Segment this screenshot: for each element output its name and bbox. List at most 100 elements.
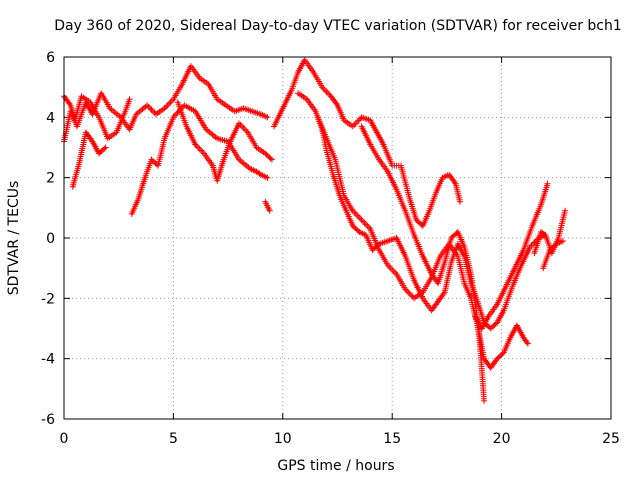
data-point: [338, 195, 341, 197]
x-tick-label: 15: [383, 431, 401, 447]
data-point: [172, 98, 175, 100]
data-point: [198, 77, 201, 79]
data-point: [360, 219, 363, 221]
series-track-3: [69, 129, 109, 190]
data-point: [194, 110, 197, 113]
data-point: [266, 116, 269, 119]
data-point: [520, 264, 523, 266]
series-track-4: [128, 102, 271, 217]
data-point: [177, 101, 179, 104]
data-point: [78, 161, 81, 164]
data-point: [544, 234, 547, 236]
data-point: [343, 119, 345, 122]
data-point: [415, 219, 418, 221]
data-point: [439, 255, 442, 257]
y-axis-label: SDTVAR / TECUs: [6, 181, 22, 296]
data-point: [155, 113, 157, 116]
data-point: [457, 255, 459, 257]
data-point: [489, 327, 492, 330]
data-point: [450, 237, 453, 239]
data-point: [457, 243, 459, 245]
y-tick-label: 4: [46, 110, 55, 126]
data-point: [470, 273, 472, 276]
data-point: [183, 104, 186, 107]
data-point: [249, 167, 251, 170]
data-point: [229, 140, 232, 143]
data-point: [146, 104, 148, 107]
data-point: [264, 201, 267, 203]
data-point: [251, 110, 253, 113]
data-point: [387, 240, 389, 242]
data-point: [505, 285, 507, 288]
data-point: [474, 315, 477, 318]
data-point: [422, 225, 424, 227]
data-point: [212, 164, 214, 167]
data-point: [91, 140, 94, 143]
data-point: [360, 125, 363, 128]
data-point: [422, 291, 424, 294]
data-point: [242, 107, 245, 110]
data-point: [91, 113, 94, 116]
data-point: [321, 86, 324, 88]
series-track-5: [174, 99, 275, 184]
data-point: [463, 282, 466, 285]
data-point: [255, 146, 258, 149]
data-point: [413, 279, 415, 282]
data-point: [522, 249, 525, 251]
series-track-11: [472, 180, 551, 332]
data-point: [69, 104, 72, 107]
data-point: [74, 119, 76, 122]
data-point: [496, 357, 499, 360]
data-point: [266, 176, 269, 179]
data-point: [205, 128, 207, 131]
data-point: [194, 143, 197, 146]
series-layer: [61, 57, 569, 404]
data-point: [378, 249, 380, 251]
data-point: [157, 164, 159, 167]
data-point: [238, 158, 240, 161]
data-point: [222, 158, 225, 161]
data-point: [85, 131, 87, 134]
data-point: [457, 231, 459, 233]
data-point: [330, 95, 332, 97]
data-point: [85, 101, 87, 104]
data-point: [391, 164, 394, 167]
data-point: [290, 89, 293, 91]
data-point: [437, 300, 439, 303]
data-point: [128, 98, 131, 100]
data-point: [428, 210, 431, 212]
data-point: [395, 188, 398, 191]
data-point: [533, 252, 536, 254]
data-point: [555, 243, 558, 245]
data-point: [413, 234, 415, 236]
data-point: [273, 125, 275, 128]
data-point: [306, 98, 308, 100]
data-point: [297, 71, 299, 73]
y-tick-label: 0: [46, 231, 55, 247]
data-point: [216, 98, 218, 100]
data-point: [369, 143, 372, 146]
data-point: [546, 182, 549, 185]
data-point: [474, 303, 477, 306]
data-point: [104, 146, 107, 149]
data-point: [109, 107, 111, 110]
series-track-7: [271, 57, 463, 229]
data-point: [137, 198, 140, 200]
data-point: [404, 288, 407, 291]
data-point: [551, 252, 553, 254]
data-point: [297, 92, 299, 94]
x-tick-label: 10: [274, 431, 292, 447]
data-point: [564, 210, 566, 212]
data-point: [325, 137, 328, 140]
data-point: [454, 182, 457, 185]
data-point: [185, 125, 188, 128]
data-point: [562, 240, 564, 242]
data-point: [378, 158, 380, 161]
chart-title: Day 360 of 2020, Sidereal Day-to-day VTE…: [54, 18, 622, 34]
data-point: [260, 113, 262, 116]
data-point: [529, 246, 531, 248]
data-point: [345, 210, 348, 212]
data-point: [376, 131, 378, 134]
data-point: [542, 267, 544, 270]
